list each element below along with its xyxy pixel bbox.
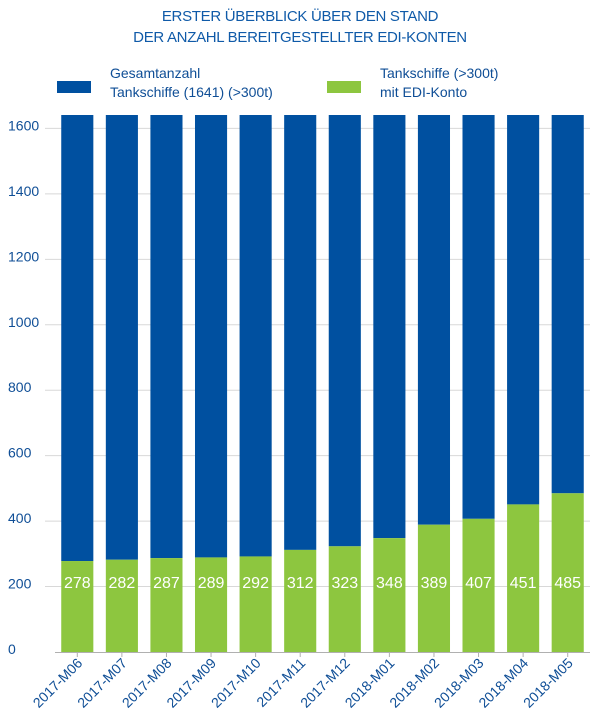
bar-total-segment	[328, 115, 361, 547]
data-label: 389	[421, 575, 448, 592]
bar-edi-segment	[551, 493, 584, 652]
bar-total-segment	[194, 115, 228, 558]
bar-edi-segment	[61, 561, 94, 652]
bar-edi-segment	[239, 556, 272, 652]
bar-total-segment	[373, 115, 406, 539]
data-label: 407	[465, 575, 492, 592]
bar-edi-segment	[417, 524, 451, 652]
bar-edi-segment	[462, 518, 495, 652]
legend-label-edi: Tankschiffe (>300t) mit EDI-Konto	[380, 64, 498, 102]
bar-edi-segment	[507, 504, 540, 652]
bar-edi-segment	[328, 546, 361, 652]
data-label: 323	[331, 575, 358, 592]
x-tick-label: 2018-M05	[520, 655, 576, 711]
y-tick-label: 600	[8, 445, 32, 461]
bar-edi-segment	[105, 559, 138, 652]
bar-total-segment	[551, 115, 584, 494]
legend-label-total-line2: Tankschiffe (1641) (>300t)	[110, 84, 273, 100]
bar-total-segment	[61, 115, 94, 562]
y-tick-label: 400	[8, 510, 32, 526]
y-tick-label: 200	[8, 576, 32, 592]
legend-label-total: Gesamtanzahl Tankschiffe (1641) (>300t)	[110, 64, 273, 102]
data-label: 282	[109, 575, 136, 592]
legend-label-total-line1: Gesamtanzahl	[110, 65, 201, 81]
bar-total-segment	[462, 115, 495, 519]
data-label: 348	[376, 575, 403, 592]
bar-total-segment	[507, 115, 540, 505]
bar-total-segment	[105, 115, 138, 560]
bar-edi-segment	[194, 557, 228, 652]
chart-title-line2: DER ANZAHL BEREITGESTELLTER EDI-KONTEN	[133, 29, 467, 46]
y-tick-label: 0	[8, 641, 16, 657]
data-label: 485	[554, 575, 581, 592]
legend-swatch-total	[57, 81, 91, 93]
chart-title-line1: ERSTER ÜBERBLICK ÜBER DEN STAND	[161, 8, 439, 25]
data-label: 287	[153, 575, 180, 592]
data-label: 278	[64, 575, 91, 592]
data-label: 289	[198, 575, 225, 592]
y-tick-label: 1400	[8, 183, 39, 199]
data-label: 292	[242, 575, 269, 592]
y-tick-label: 1000	[8, 314, 39, 330]
bar-total-segment	[284, 115, 317, 550]
bar-edi-segment	[284, 549, 317, 652]
bar-total-segment	[417, 115, 451, 525]
data-label: 312	[287, 575, 314, 592]
y-tick-label: 1200	[8, 248, 39, 264]
legend-label-edi-line1: Tankschiffe (>300t)	[380, 65, 499, 81]
bar-edi-segment	[373, 538, 406, 652]
bar-total-segment	[239, 115, 272, 557]
y-tick-label: 1600	[8, 117, 39, 133]
legend-swatch-edi	[327, 81, 361, 93]
data-label: 451	[510, 575, 537, 592]
legend-label-edi-line2: mit EDI-Konto	[380, 84, 468, 100]
y-tick-label: 800	[8, 379, 32, 395]
bar-total-segment	[150, 115, 183, 559]
bar-edi-segment	[150, 558, 183, 652]
